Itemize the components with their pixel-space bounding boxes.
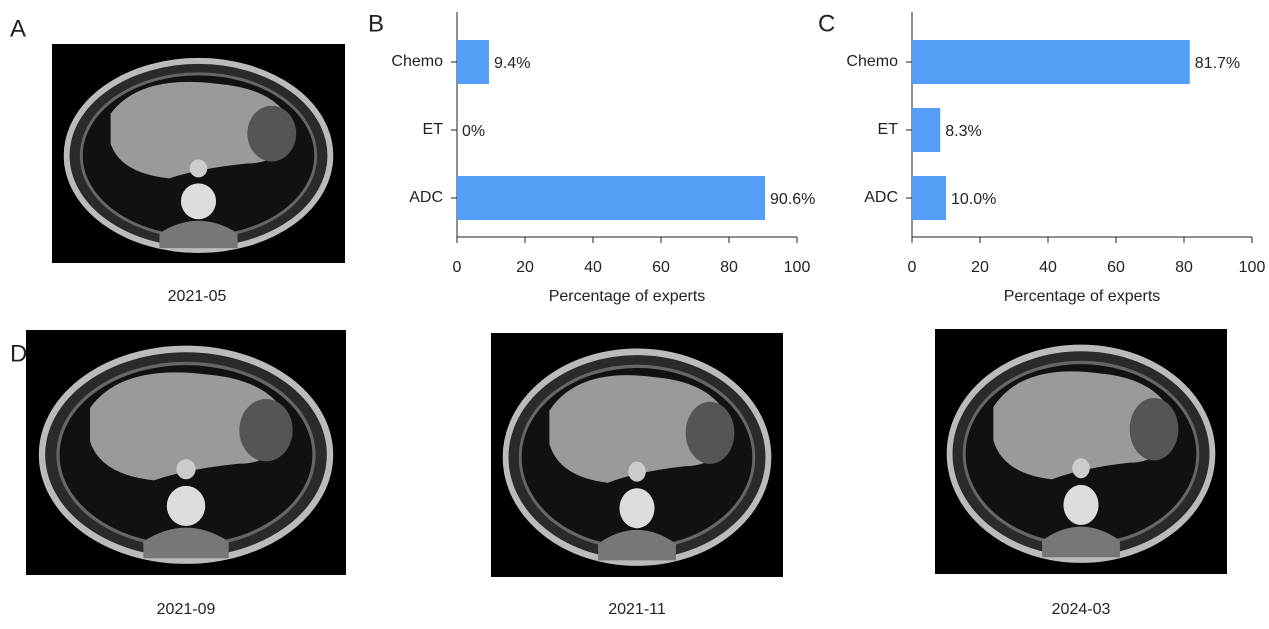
- x-axis-label: Percentage of experts: [1004, 288, 1161, 305]
- panel-label: A: [10, 15, 26, 42]
- value-label: 8.3%: [945, 123, 981, 140]
- y-tick-label: ET: [878, 121, 899, 138]
- x-tick-label: 80: [720, 259, 738, 276]
- x-tick-label: 40: [584, 259, 602, 276]
- x-tick-label: 20: [971, 259, 989, 276]
- ct-image: [935, 329, 1227, 574]
- panel-label: B: [368, 10, 384, 37]
- panel-label: C: [818, 10, 835, 37]
- ct-image: [491, 333, 783, 577]
- bar: [912, 176, 946, 220]
- scan-date: 2021-11: [608, 601, 666, 618]
- x-tick-label: 40: [1039, 259, 1057, 276]
- page: A B C D 2021-05 2021-09 2021-11 2024-03 …: [0, 0, 1269, 629]
- x-tick-label: 20: [516, 259, 534, 276]
- value-label: 90.6%: [770, 191, 815, 208]
- figure: A B C D 2021-05 2021-09 2021-11 2024-03 …: [0, 0, 1269, 629]
- bar: [457, 40, 489, 84]
- x-tick-label: 0: [453, 259, 462, 276]
- y-tick-label: ET: [423, 121, 444, 138]
- y-tick-label: Chemo: [391, 53, 443, 70]
- x-tick-label: 0: [908, 259, 917, 276]
- value-label: 9.4%: [494, 55, 530, 72]
- panel-label: D: [10, 340, 27, 367]
- bar: [457, 176, 765, 220]
- value-label: 0%: [462, 123, 485, 140]
- x-tick-label: 60: [1107, 259, 1125, 276]
- x-tick-label: 80: [1175, 259, 1193, 276]
- x-tick-label: 100: [1239, 259, 1266, 276]
- ct-image: [26, 330, 346, 575]
- y-tick-label: ADC: [864, 189, 898, 206]
- scan-date: 2024-03: [1052, 601, 1111, 618]
- ct-image: [52, 44, 345, 263]
- bar: [912, 108, 940, 152]
- x-axis-label: Percentage of experts: [549, 288, 706, 305]
- x-tick-label: 100: [784, 259, 811, 276]
- bar: [912, 40, 1190, 84]
- scan-date: 2021-09: [157, 601, 216, 618]
- y-tick-label: Chemo: [846, 53, 898, 70]
- value-label: 10.0%: [951, 191, 996, 208]
- value-label: 81.7%: [1195, 55, 1240, 72]
- y-tick-label: ADC: [409, 189, 443, 206]
- scan-date: 2021-05: [168, 288, 227, 305]
- x-tick-label: 60: [652, 259, 670, 276]
